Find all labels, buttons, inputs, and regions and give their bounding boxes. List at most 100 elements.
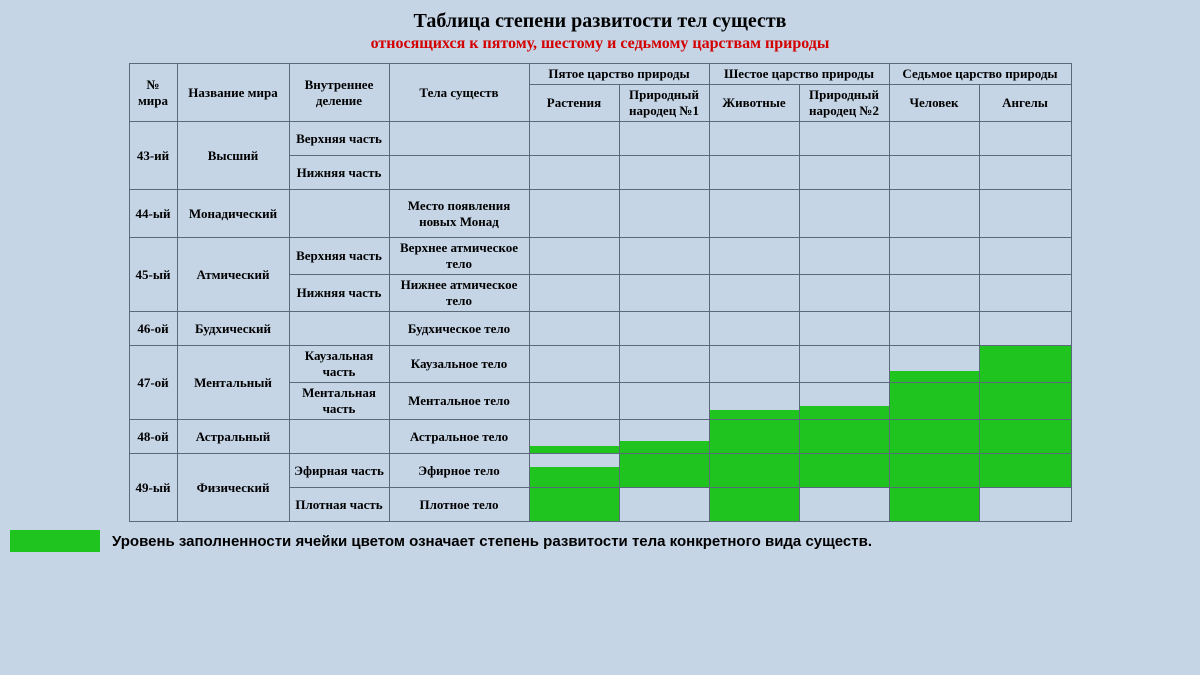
cell-45-upper-body: Верхнее атмическое тело: [389, 238, 529, 275]
cell-45u-plants: [529, 238, 619, 275]
cell-44-animals: [709, 190, 799, 238]
cell-48-nat1: [619, 420, 709, 454]
cell-48-human: [889, 420, 979, 454]
cell-47u-nat1: [619, 346, 709, 383]
cell-49l-nat2: [799, 488, 889, 522]
row-48: 48-ой Астральный Астральное тело: [129, 420, 1071, 454]
cell-47u-animals: [709, 346, 799, 383]
cell-47-lower-body: Ментальное тело: [389, 383, 529, 420]
cell-47-num: 47-ой: [129, 346, 177, 420]
cell-45u-angels: [979, 238, 1071, 275]
cell-43-world: Высший: [177, 122, 289, 190]
cell-49u-human: [889, 454, 979, 488]
cell-49l-angels: [979, 488, 1071, 522]
th-angels: Ангелы: [979, 85, 1071, 122]
cell-47l-animals: [709, 383, 799, 420]
cell-44-world: Монадический: [177, 190, 289, 238]
legend-swatch: [10, 530, 100, 552]
cell-49-upper-body: Эфирное тело: [389, 454, 529, 488]
cell-45l-animals: [709, 275, 799, 312]
cell-45l-angels: [979, 275, 1071, 312]
cell-48-animals: [709, 420, 799, 454]
cell-47-world: Ментальный: [177, 346, 289, 420]
cell-45u-nat1: [619, 238, 709, 275]
row-49-upper: 49-ый Физический Эфирная часть Эфирное т…: [129, 454, 1071, 488]
page-subtitle: относящихся к пятому, шестому и седьмому…: [40, 35, 1160, 53]
cell-46-human: [889, 312, 979, 346]
th-world: Название мира: [177, 64, 289, 122]
cell-49l-nat1: [619, 488, 709, 522]
cell-43-upper-div: Верхняя часть: [289, 122, 389, 156]
cell-43l-plants: [529, 156, 619, 190]
cell-43u-animals: [709, 122, 799, 156]
cell-44-num: 44-ый: [129, 190, 177, 238]
cell-48-nat2: [799, 420, 889, 454]
th-bodies: Тела существ: [389, 64, 529, 122]
th-human: Человек: [889, 85, 979, 122]
row-45-upper: 45-ый Атмический Верхняя часть Верхнее а…: [129, 238, 1071, 275]
cell-47u-nat2: [799, 346, 889, 383]
cell-43u-human: [889, 122, 979, 156]
cell-43l-nat1: [619, 156, 709, 190]
cell-47l-nat1: [619, 383, 709, 420]
cell-49-lower-body: Плотное тело: [389, 488, 529, 522]
cell-47l-plants: [529, 383, 619, 420]
cell-45u-nat2: [799, 238, 889, 275]
cell-46-num: 46-ой: [129, 312, 177, 346]
cell-48-body: Астральное тело: [389, 420, 529, 454]
cell-47-upper-div: Каузальная часть: [289, 346, 389, 383]
cell-45u-human: [889, 238, 979, 275]
row-47-upper: 47-ой Ментальный Каузальная часть Каузал…: [129, 346, 1071, 383]
cell-44-plants: [529, 190, 619, 238]
cell-46-nat1: [619, 312, 709, 346]
cell-45u-animals: [709, 238, 799, 275]
cell-48-div: [289, 420, 389, 454]
cell-45l-plants: [529, 275, 619, 312]
th-animals: Животные: [709, 85, 799, 122]
cell-49-num: 49-ый: [129, 454, 177, 522]
cell-46-animals: [709, 312, 799, 346]
cell-47-upper-body: Каузальное тело: [389, 346, 529, 383]
th-plants: Растения: [529, 85, 619, 122]
cell-45-world: Атмический: [177, 238, 289, 312]
cell-43l-human: [889, 156, 979, 190]
row-44: 44-ый Монадический Место появления новых…: [129, 190, 1071, 238]
cell-49u-angels: [979, 454, 1071, 488]
cell-46-body: Будхическое тело: [389, 312, 529, 346]
cell-44-angels: [979, 190, 1071, 238]
cell-44-div: [289, 190, 389, 238]
cell-43-num: 43-ий: [129, 122, 177, 190]
row-46: 46-ой Будхический Будхическое тело: [129, 312, 1071, 346]
cell-46-plants: [529, 312, 619, 346]
cell-47u-human: [889, 346, 979, 383]
cell-49u-nat2: [799, 454, 889, 488]
th-kingdom5: Пятое царство природы: [529, 64, 709, 85]
row-43-upper: 43-ий Высший Верхняя часть: [129, 122, 1071, 156]
cell-46-div: [289, 312, 389, 346]
cell-47l-angels: [979, 383, 1071, 420]
cell-49l-plants: [529, 488, 619, 522]
page-title: Таблица степени развитости тел существ: [40, 10, 1160, 33]
cell-45l-nat1: [619, 275, 709, 312]
th-kingdom7: Седьмое царство природы: [889, 64, 1071, 85]
cell-48-plants: [529, 420, 619, 454]
cell-46-nat2: [799, 312, 889, 346]
dev-table: № мира Название мира Внутреннее деление …: [129, 63, 1072, 522]
th-nat1: Природный народец №1: [619, 85, 709, 122]
cell-43u-angels: [979, 122, 1071, 156]
cell-45l-human: [889, 275, 979, 312]
cell-47-lower-div: Ментальная часть: [289, 383, 389, 420]
cell-47u-angels: [979, 346, 1071, 383]
cell-45-upper-div: Верхняя часть: [289, 238, 389, 275]
cell-47l-nat2: [799, 383, 889, 420]
cell-44-human: [889, 190, 979, 238]
th-kingdom6: Шестое царство природы: [709, 64, 889, 85]
cell-49-upper-div: Эфирная часть: [289, 454, 389, 488]
cell-43u-nat1: [619, 122, 709, 156]
cell-43-lower-body: [389, 156, 529, 190]
cell-44-nat1: [619, 190, 709, 238]
cell-45-lower-body: Нижнее атмическое тело: [389, 275, 529, 312]
cell-45-lower-div: Нижняя часть: [289, 275, 389, 312]
cell-43-lower-div: Нижняя часть: [289, 156, 389, 190]
cell-43l-animals: [709, 156, 799, 190]
